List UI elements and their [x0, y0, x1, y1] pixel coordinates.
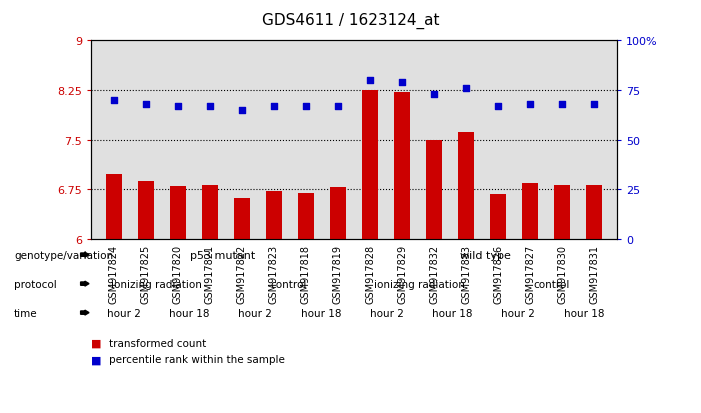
- Point: [428, 92, 440, 98]
- Text: percentile rank within the sample: percentile rank within the sample: [109, 354, 285, 364]
- Point: [236, 107, 247, 114]
- Text: hour 2: hour 2: [501, 308, 536, 318]
- Text: p53 mutant: p53 mutant: [190, 250, 255, 260]
- Text: genotype/variation: genotype/variation: [14, 250, 113, 260]
- Bar: [490, 195, 506, 240]
- Text: wild type: wild type: [460, 250, 511, 260]
- Bar: [234, 199, 250, 240]
- Point: [332, 103, 343, 110]
- Point: [525, 102, 536, 108]
- Point: [493, 103, 504, 110]
- Text: protocol: protocol: [14, 279, 57, 289]
- Text: hour 18: hour 18: [564, 308, 604, 318]
- Point: [172, 103, 183, 110]
- Text: hour 18: hour 18: [433, 308, 473, 318]
- Point: [204, 103, 215, 110]
- Point: [268, 103, 280, 110]
- Point: [397, 80, 408, 86]
- Bar: [137, 181, 154, 240]
- Bar: [170, 187, 186, 240]
- Text: control: control: [533, 279, 569, 289]
- Text: hour 18: hour 18: [170, 308, 210, 318]
- Bar: [458, 133, 474, 240]
- Bar: [587, 185, 602, 240]
- Bar: [426, 140, 442, 240]
- Text: control: control: [270, 279, 306, 289]
- Bar: [106, 175, 121, 240]
- Text: hour 2: hour 2: [238, 308, 273, 318]
- Text: hour 18: hour 18: [301, 308, 341, 318]
- Text: ■: ■: [91, 354, 102, 364]
- Text: ionizing radiation: ionizing radiation: [374, 279, 465, 289]
- Bar: [394, 93, 410, 240]
- Bar: [202, 185, 218, 240]
- Bar: [266, 192, 282, 240]
- Text: time: time: [14, 308, 38, 318]
- Bar: [554, 185, 571, 240]
- Bar: [330, 188, 346, 240]
- Text: ■: ■: [91, 338, 102, 348]
- Bar: [362, 91, 378, 240]
- Text: GDS4611 / 1623124_at: GDS4611 / 1623124_at: [261, 12, 440, 28]
- Text: ionizing radiation: ionizing radiation: [111, 279, 203, 289]
- Point: [461, 85, 472, 92]
- Bar: [522, 183, 538, 240]
- Point: [589, 102, 600, 108]
- Point: [108, 97, 119, 104]
- Point: [557, 102, 568, 108]
- Text: hour 2: hour 2: [370, 308, 404, 318]
- Point: [365, 78, 376, 84]
- Point: [300, 103, 311, 110]
- Point: [140, 102, 151, 108]
- Text: transformed count: transformed count: [109, 338, 206, 348]
- Text: hour 2: hour 2: [107, 308, 141, 318]
- Bar: [298, 193, 314, 240]
